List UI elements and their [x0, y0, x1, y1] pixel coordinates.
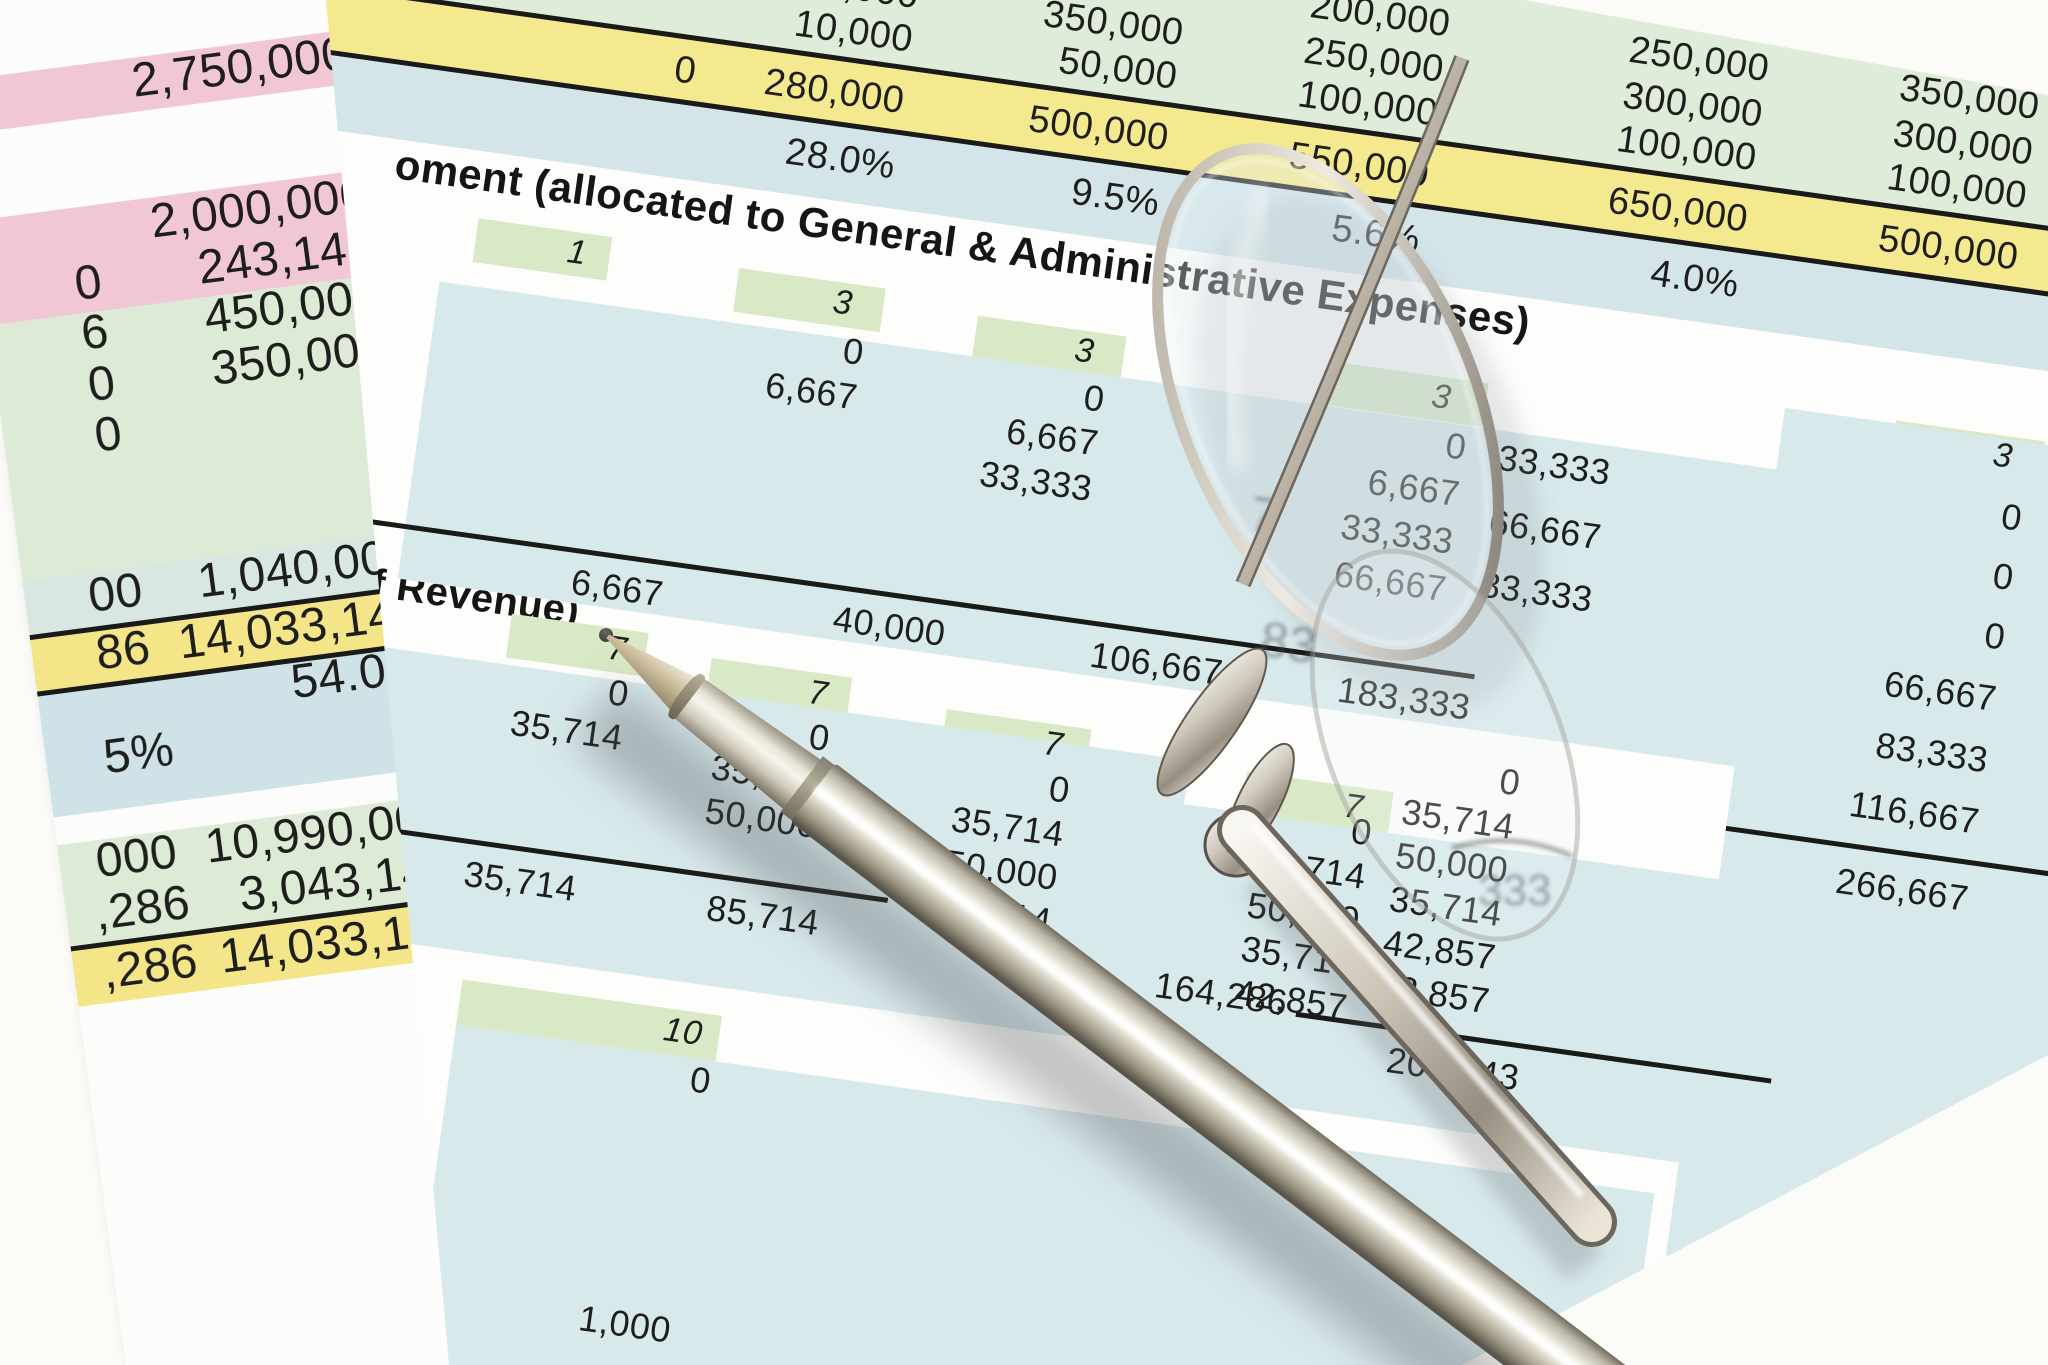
glasses-temple-wide: [1217, 805, 1617, 1247]
svg-text:333: 333: [1478, 866, 1551, 915]
glasses-temple-thin: [1235, 55, 1470, 588]
